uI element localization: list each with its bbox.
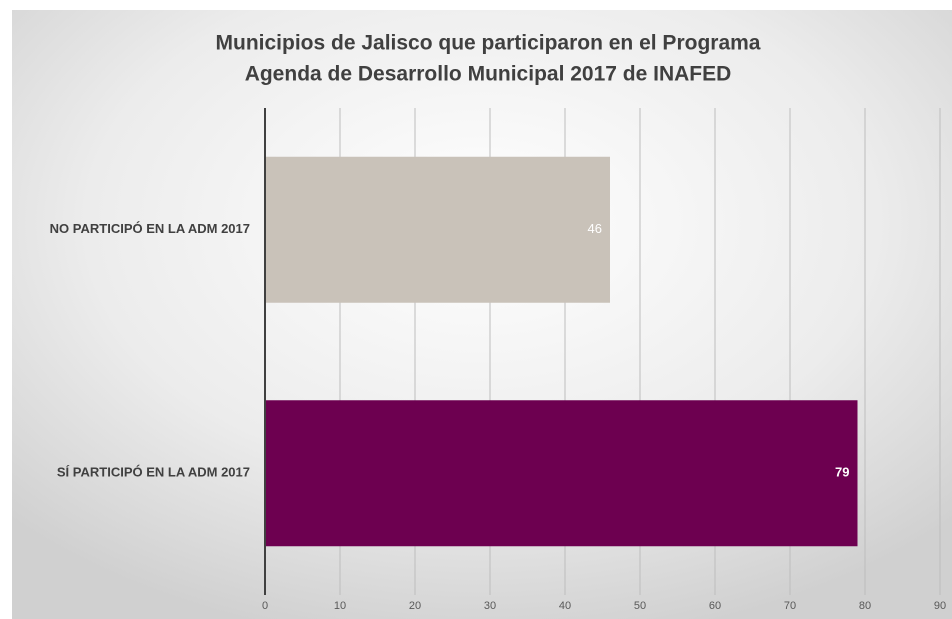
x-tick-label: 20 bbox=[409, 600, 421, 612]
x-tick-label: 60 bbox=[709, 600, 721, 612]
x-tick-label: 80 bbox=[859, 600, 871, 612]
value-label: 79 bbox=[835, 465, 849, 480]
x-tick-label: 30 bbox=[484, 600, 496, 612]
plot-area: 0 10 20 30 40 50 60 70 80 90 46 NO PARTICIPÓ EN LA … bbox=[50, 108, 946, 612]
bar bbox=[265, 156, 610, 303]
x-tick-label: 10 bbox=[334, 600, 346, 612]
x-tick-label: 90 bbox=[934, 600, 946, 612]
bar bbox=[265, 400, 858, 547]
x-tick-label: 70 bbox=[784, 600, 796, 612]
chart-title: Agenda de Desarrollo Municipal 2017 de I… bbox=[245, 63, 732, 86]
x-tick-label: 40 bbox=[559, 600, 571, 612]
x-tick-label: 50 bbox=[634, 600, 646, 612]
value-label: 46 bbox=[588, 221, 602, 236]
chart-title: Municipios de Jalisco que participaron e… bbox=[216, 32, 761, 55]
x-tick-label: 0 bbox=[262, 600, 268, 612]
y-tick-label: NO PARTICIPÓ EN LA ADM 2017 bbox=[50, 221, 250, 236]
y-tick-label: SÍ PARTICIPÓ EN LA ADM 2017 bbox=[57, 465, 250, 480]
